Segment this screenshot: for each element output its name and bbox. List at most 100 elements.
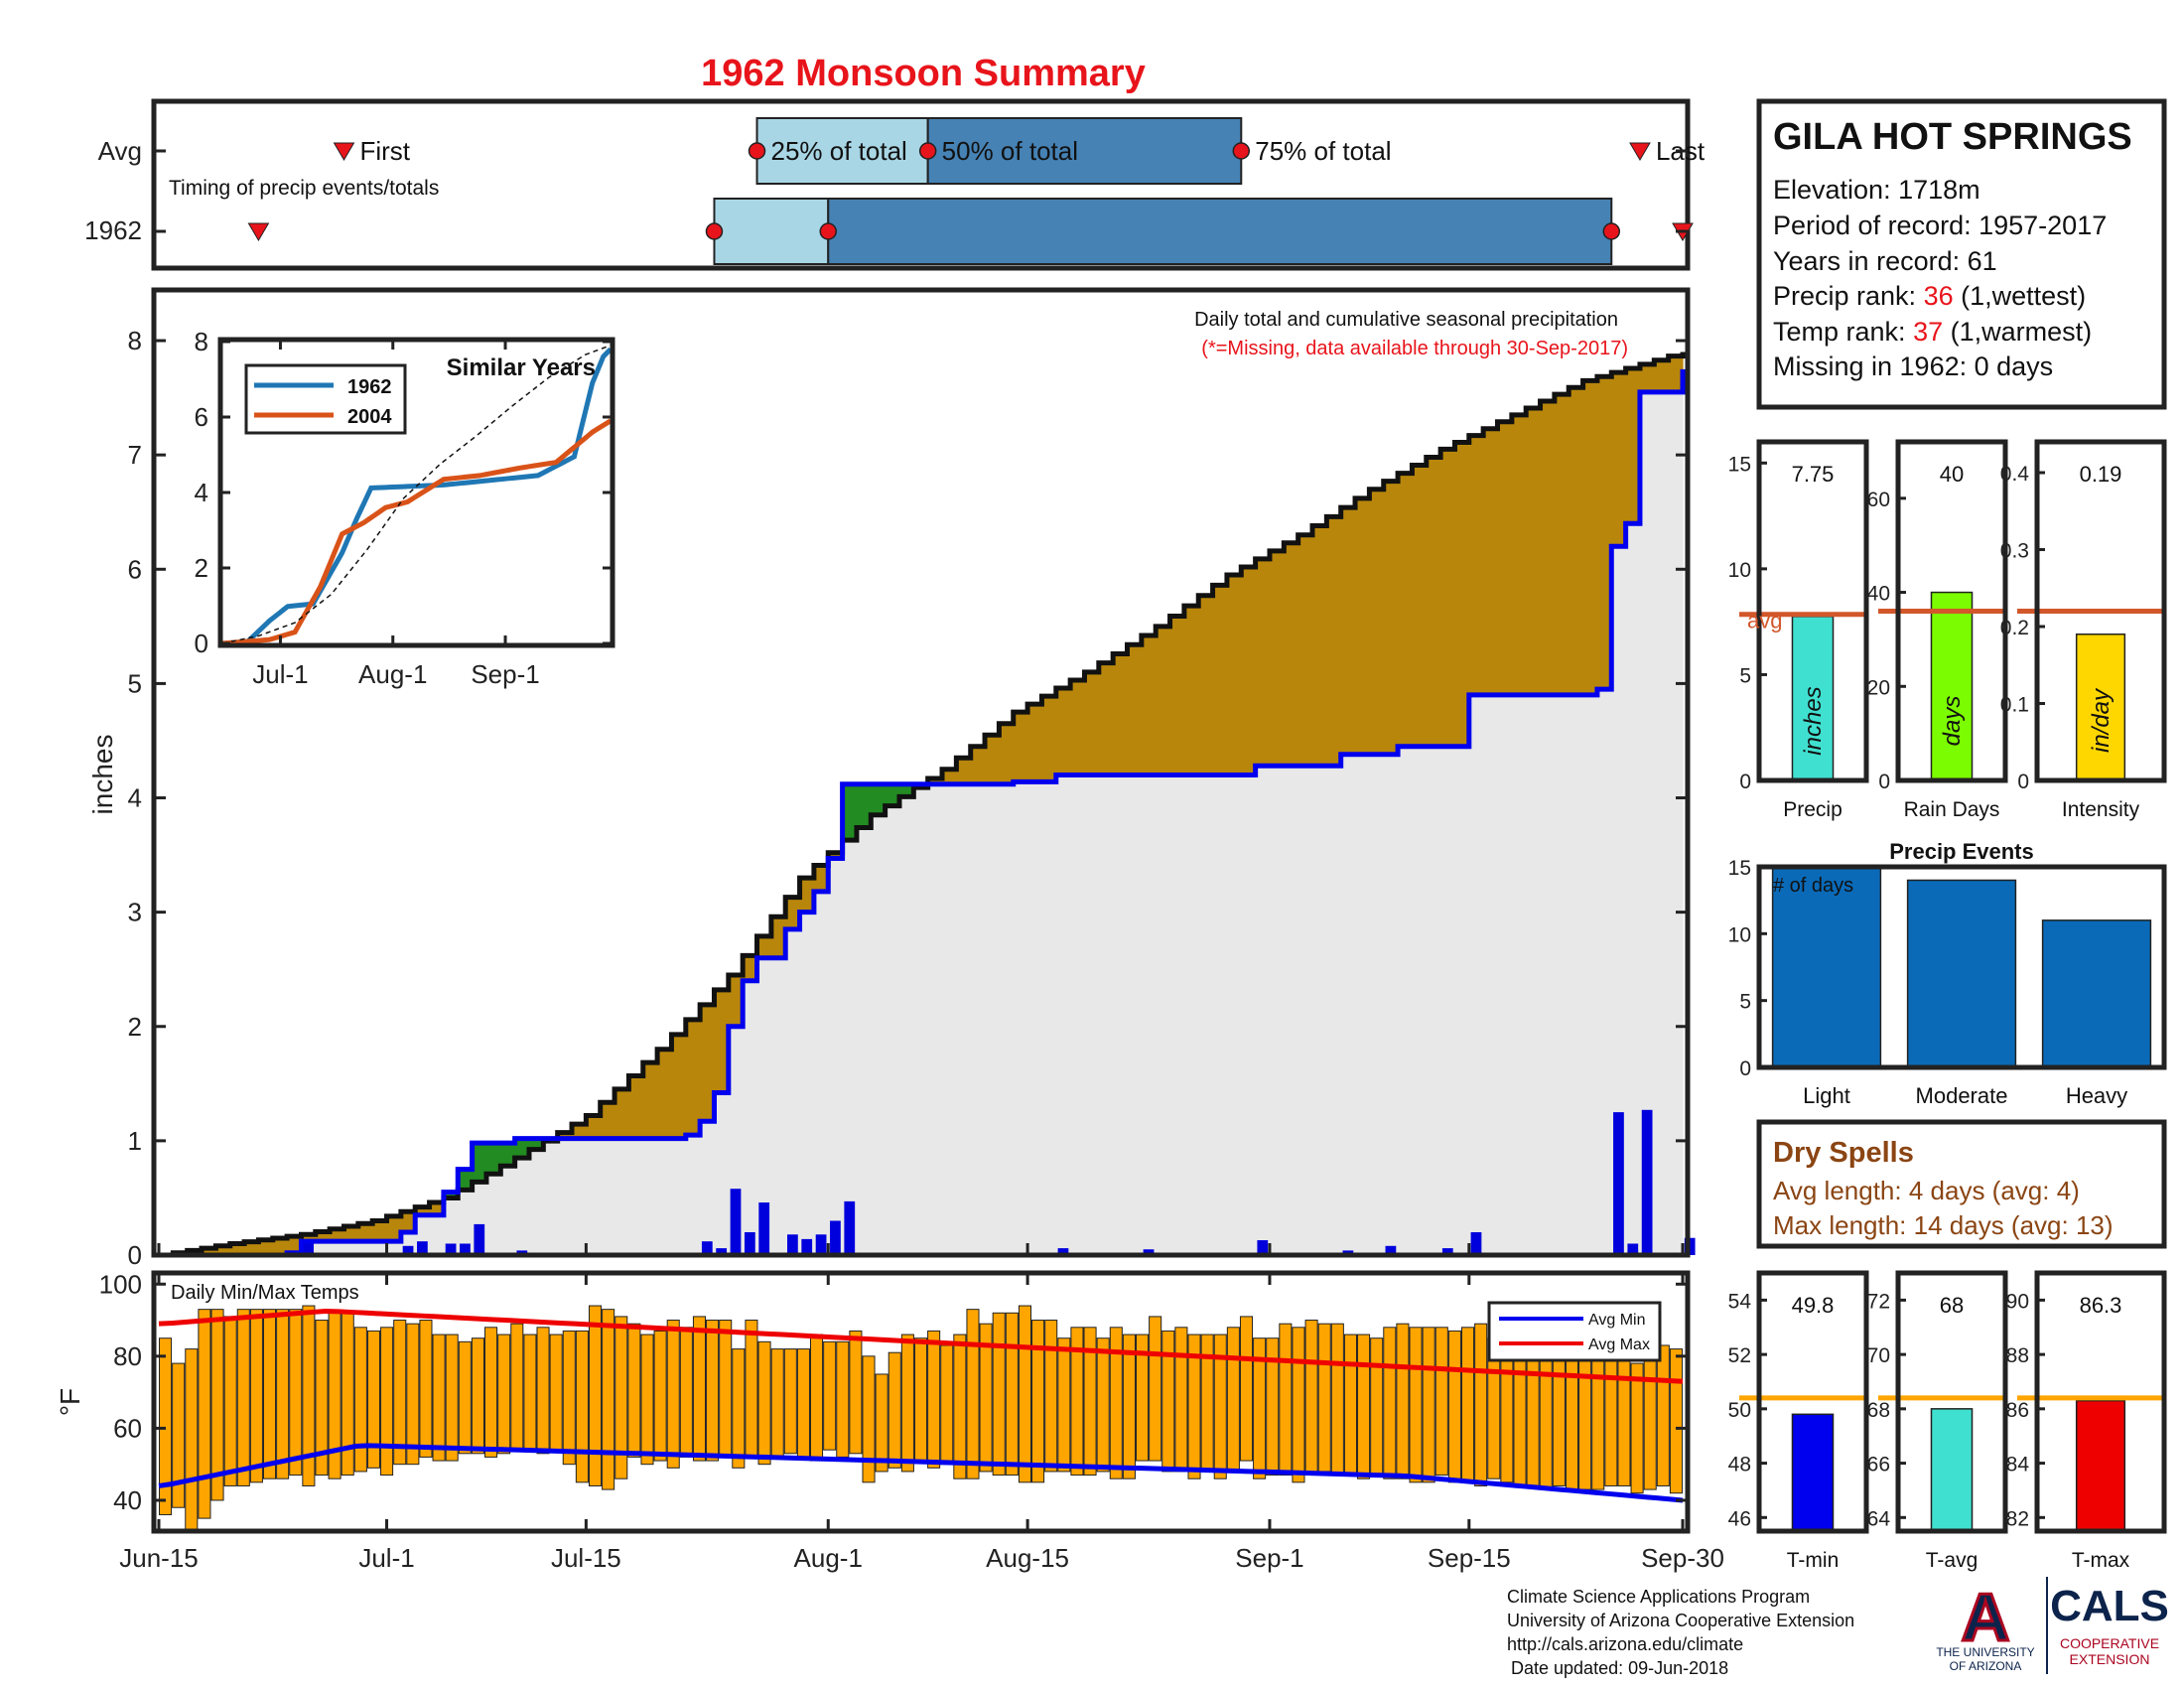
fill-diff-72 <box>1183 606 1199 775</box>
temp-bar-27 <box>510 1323 524 1451</box>
fill-base-70 <box>1156 774 1171 1255</box>
daily-bar-19 <box>1143 1249 1155 1255</box>
inset-ytick-label-4: 4 <box>195 478 208 507</box>
fill-base-21 <box>458 1190 474 1255</box>
temp-bar-61 <box>953 1334 967 1479</box>
temp-summary-t-avg-frame <box>1895 1270 2008 1534</box>
fill-diff-87 <box>1398 473 1414 747</box>
fill-base-28 <box>557 1138 573 1255</box>
fill-base-14 <box>357 1241 373 1255</box>
fill-diff-75 <box>1226 575 1242 775</box>
inset-axes: 0 2 4 6 8 Jul-1 Aug-1 Sep-1 <box>195 327 613 689</box>
station-name: GILA HOT SPRINGS <box>1773 116 2132 158</box>
daily-bar-5 <box>460 1243 471 1255</box>
temp-bar-92 <box>1357 1334 1371 1479</box>
fill-base-35 <box>657 1138 673 1255</box>
fill-diff-94 <box>1497 421 1513 695</box>
temps-frame <box>151 1270 1691 1534</box>
temp-bar-99 <box>1447 1330 1461 1483</box>
fill-diff-25 <box>514 1138 530 1159</box>
temp-bar-95 <box>1396 1323 1410 1479</box>
temp-summary-t-avg-ytick-label-70: 70 <box>1867 1344 1890 1367</box>
intensity-ytick-label-0: 0 <box>2017 771 2029 793</box>
timing-p75-label: 75% of total <box>1255 136 1391 166</box>
temp-bar-87 <box>1292 1327 1305 1483</box>
temp-summary-t-min-value-bar <box>1791 1413 1835 1532</box>
fill-diff-60 <box>1013 712 1028 782</box>
cumulative-fills <box>173 355 1684 1255</box>
year-p50-marker <box>819 222 838 240</box>
dry-spells-box: Dry Spells Avg length: 4 days (avg: 4) M… <box>1756 1119 2167 1249</box>
temp-bar-50 <box>810 1334 824 1462</box>
footer-line-1: Climate Science Applications Program <box>1507 1587 1810 1607</box>
fill-base-77 <box>1255 766 1271 1255</box>
fill-diff-102 <box>1611 372 1627 547</box>
precip-summary-charts: 0 5 10 15 7.75 Precip inches avg 0 20 40 60 40 Rain D… <box>1728 439 2167 821</box>
temp-summary-t-min-ytick-label-50: 50 <box>1728 1399 1751 1422</box>
temp-bar-8 <box>262 1309 277 1479</box>
fill-base-13 <box>343 1241 359 1255</box>
temp-bar-73 <box>1109 1327 1123 1479</box>
fill-diff-97 <box>1540 401 1556 695</box>
temp-ytick-label-100: 100 <box>99 1269 142 1299</box>
temp-bar-106 <box>1539 1340 1553 1490</box>
precip-ytick-label-0: 0 <box>1739 771 1751 793</box>
temp-summary-t-min-ytick-label-48: 48 <box>1728 1454 1751 1477</box>
fill-base-102 <box>1611 546 1627 1255</box>
main-ytick-label-6: 6 <box>128 554 142 584</box>
fill-diff-67 <box>1113 653 1129 775</box>
fill-base-74 <box>1212 774 1228 1255</box>
temp-bar-71 <box>1083 1327 1097 1477</box>
inset-title: Similar Years <box>447 354 596 381</box>
footer-line-3: http://cals.arizona.edu/climate <box>1507 1634 1743 1654</box>
station-info-box: GILA HOT SPRINGS Elevation: 1718m Period… <box>1756 98 2167 410</box>
fill-base-99 <box>1569 694 1584 1255</box>
dry-spells-frame <box>1756 1119 2167 1249</box>
main-ytick-label-8: 8 <box>128 326 142 355</box>
rain-days-ytick-label-20: 20 <box>1867 676 1890 699</box>
temp-bar-12 <box>315 1320 329 1477</box>
ua-logo-letter: A <box>1961 1580 2009 1655</box>
inset-ytick-label-6: 6 <box>195 402 208 432</box>
fill-base-20 <box>443 1197 459 1255</box>
fill-base-44 <box>785 928 801 1255</box>
fill-base-103 <box>1625 523 1641 1255</box>
temp-summary-t-min-axis-label: T-min <box>1787 1549 1840 1572</box>
fill-base-43 <box>770 957 786 1255</box>
fill-base-85 <box>1369 754 1385 1255</box>
xtick-label-4: Aug-15 <box>986 1543 1069 1573</box>
fill-base-63 <box>1055 774 1071 1255</box>
station-frame <box>1756 98 2167 410</box>
temp-bar-70 <box>1070 1327 1084 1477</box>
temp-bar-35 <box>614 1316 628 1479</box>
fill-base-88 <box>1412 746 1428 1255</box>
temp-bar-40 <box>679 1327 693 1458</box>
rain-days-frame <box>1895 439 2008 783</box>
fill-diff-62 <box>1041 696 1057 782</box>
xtick-label-5: Sep-1 <box>1235 1543 1303 1573</box>
intensity-ytick-label-0.2: 0.2 <box>2000 617 2029 639</box>
temp-summary-t-max-ytick-label-84: 84 <box>2006 1454 2030 1477</box>
rain-days-value-bar <box>1930 591 1974 781</box>
fill-base-98 <box>1554 694 1570 1255</box>
temp-bar-28 <box>523 1334 537 1451</box>
temp-bar-39 <box>666 1320 680 1469</box>
events-bar-heavy <box>2041 919 2152 1068</box>
station-elevation: Elevation: 1718m <box>1773 175 1980 205</box>
events-category-light: Light <box>1803 1083 1850 1108</box>
fill-diff-103 <box>1625 368 1641 524</box>
fill-diff-31 <box>600 1102 615 1139</box>
main-annotation: Daily total and cumulative seasonal prec… <box>1194 309 1618 331</box>
year-cumulative-line <box>159 368 1686 1258</box>
timing-marks: First 25% of total 50% of total 75% of tota… <box>154 117 1706 265</box>
fill-diff-64 <box>1070 679 1086 775</box>
fill-base-80 <box>1297 766 1313 1255</box>
daily-bar-26 <box>1627 1243 1639 1255</box>
fill-diff-58 <box>985 735 1001 784</box>
fill-diff-96 <box>1526 407 1542 695</box>
temp-bar-86 <box>1279 1323 1293 1477</box>
temp-bars <box>159 1305 1683 1530</box>
fill-diff-70 <box>1156 626 1171 775</box>
events-ylabel: # of days <box>1773 875 1853 897</box>
main-ylabel: inches <box>87 735 118 815</box>
